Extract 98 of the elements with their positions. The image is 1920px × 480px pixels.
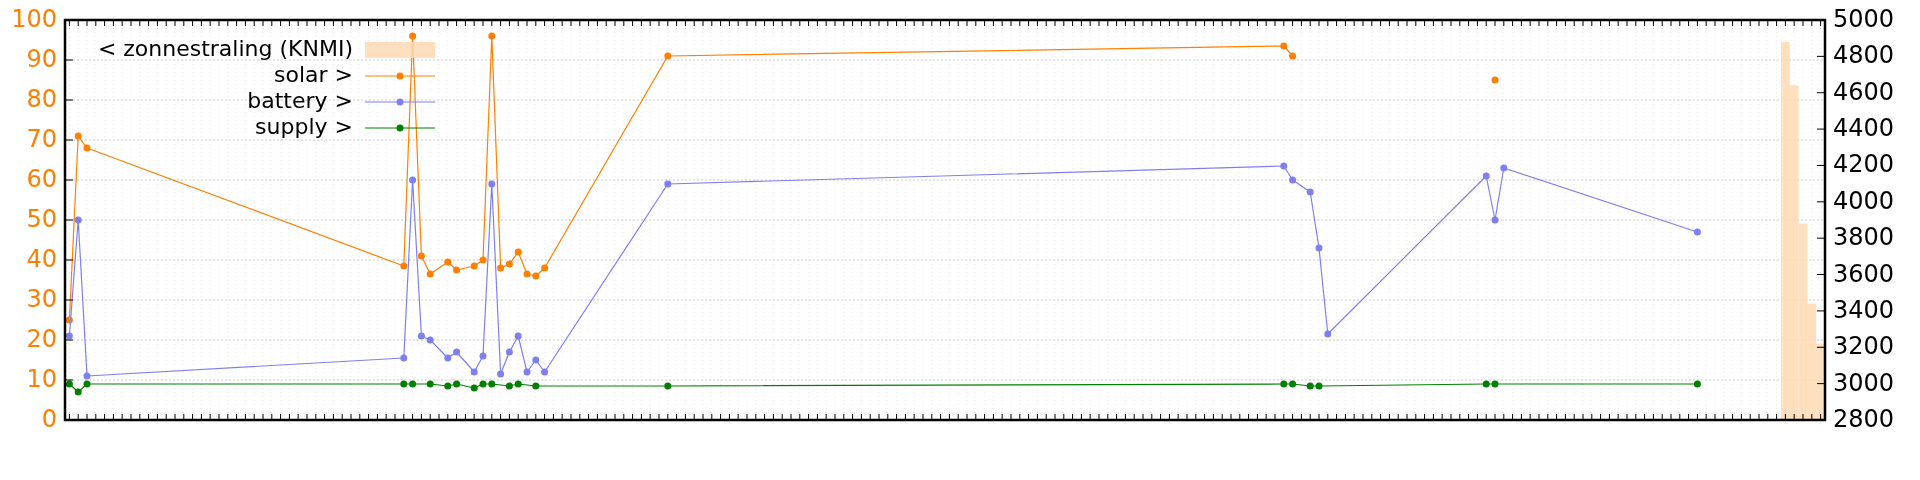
y2-tick-label: 5000	[1833, 5, 1895, 33]
y-tick-label: 100	[11, 5, 57, 33]
legend-label: < zonnestraling (KNMI)	[97, 36, 353, 61]
point	[1693, 228, 1701, 236]
point	[1289, 176, 1297, 184]
point	[65, 332, 73, 340]
point	[523, 270, 531, 278]
point	[1315, 244, 1323, 252]
legend-label: solar >	[274, 62, 353, 87]
point	[505, 348, 513, 356]
legend-label: supply >	[255, 114, 353, 139]
point	[1324, 330, 1332, 338]
point	[479, 380, 487, 388]
y2-tick-label: 4400	[1833, 114, 1895, 143]
point	[1482, 172, 1490, 180]
point	[470, 384, 478, 392]
point	[444, 382, 452, 390]
point	[453, 380, 461, 388]
y-tick-label: 0	[41, 405, 57, 433]
y-tick-label: 80	[26, 85, 57, 113]
point	[74, 388, 82, 396]
point	[417, 252, 425, 260]
point	[470, 368, 478, 376]
point	[1289, 380, 1297, 388]
legend-label: battery >	[247, 88, 353, 113]
point	[664, 180, 672, 188]
point	[1306, 382, 1314, 390]
point	[453, 266, 461, 274]
point	[74, 216, 82, 224]
y-tick-label: 50	[26, 205, 57, 233]
point	[479, 256, 487, 264]
point	[497, 370, 505, 378]
point	[1289, 52, 1297, 60]
y-tick-label: 70	[26, 125, 57, 153]
y2-tick-label: 3200	[1833, 332, 1895, 361]
point	[1315, 382, 1323, 390]
point	[514, 332, 522, 340]
y-tick-label: 40	[26, 245, 57, 273]
point	[1500, 164, 1508, 172]
y2-tick-label: 4200	[1833, 150, 1895, 179]
point	[664, 52, 672, 60]
y2-tick-label: 4800	[1833, 41, 1895, 70]
point	[400, 380, 408, 388]
y-tick-label: 90	[26, 45, 57, 73]
point	[74, 132, 82, 140]
y2-tick-label: 3000	[1833, 368, 1895, 397]
point	[1280, 380, 1288, 388]
point	[532, 272, 540, 280]
point	[1693, 380, 1701, 388]
point	[505, 382, 513, 390]
y2-tick-label: 3800	[1833, 223, 1895, 252]
point	[1280, 42, 1288, 50]
point	[426, 270, 434, 278]
y2-tick-label: 4600	[1833, 77, 1895, 106]
point	[479, 352, 487, 360]
point	[1482, 380, 1490, 388]
point	[426, 336, 434, 344]
point	[541, 368, 549, 376]
point	[488, 180, 496, 188]
point	[488, 380, 496, 388]
point	[83, 380, 91, 388]
y2-tick-label: 3400	[1833, 295, 1895, 324]
point	[426, 380, 434, 388]
y2-tick-label: 4000	[1833, 186, 1895, 215]
point	[400, 262, 408, 270]
y2-tick-label: 3600	[1833, 259, 1895, 288]
point	[1491, 76, 1499, 84]
point	[83, 372, 91, 380]
point	[1491, 216, 1499, 224]
point	[409, 380, 417, 388]
y2-tick-label: 2800	[1833, 405, 1895, 433]
point	[514, 380, 522, 388]
point	[453, 348, 461, 356]
point	[409, 32, 417, 40]
point	[664, 382, 672, 390]
point	[488, 32, 496, 40]
point	[497, 264, 505, 272]
point	[470, 262, 478, 270]
point	[83, 144, 91, 152]
y-tick-label: 10	[26, 365, 57, 393]
point	[417, 332, 425, 340]
point	[400, 354, 408, 362]
point	[444, 258, 452, 266]
point	[541, 264, 549, 272]
point	[65, 380, 73, 388]
y-tick-label: 20	[26, 325, 57, 353]
point	[1491, 380, 1499, 388]
point	[505, 260, 513, 268]
point	[1280, 162, 1288, 170]
point	[514, 248, 522, 256]
point	[409, 176, 417, 184]
point	[532, 356, 540, 364]
point	[444, 354, 452, 362]
point	[523, 368, 531, 376]
y-tick-label: 30	[26, 285, 57, 313]
point	[532, 382, 540, 390]
point	[1306, 188, 1314, 196]
y-tick-label: 60	[26, 165, 57, 193]
